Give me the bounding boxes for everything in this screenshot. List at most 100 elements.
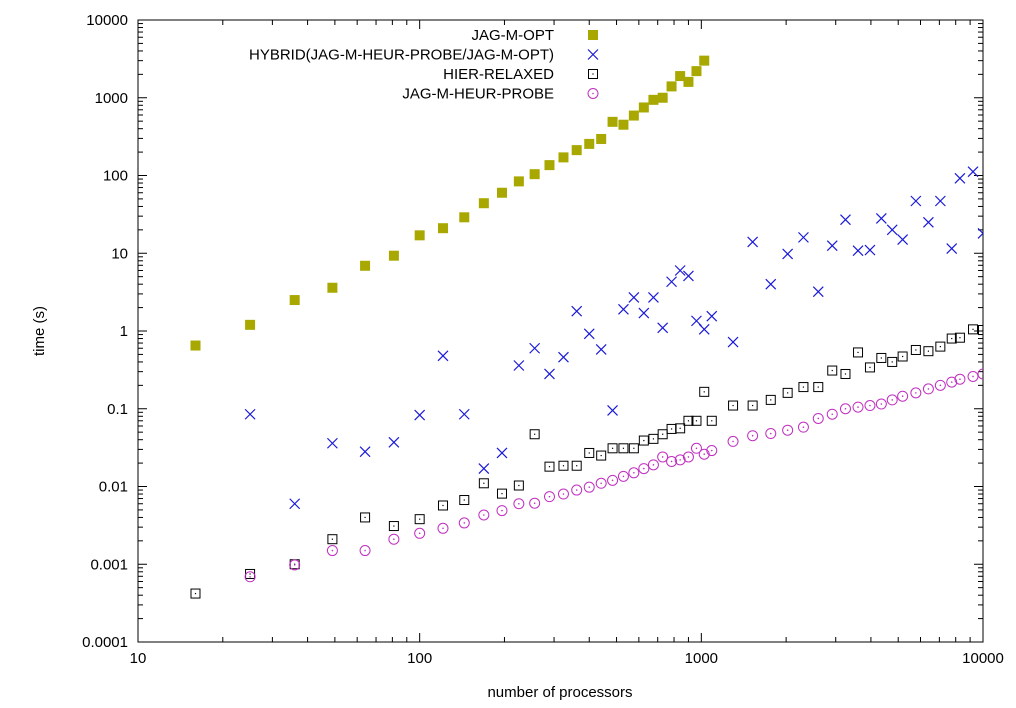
data-point — [922, 383, 934, 395]
data-point — [190, 588, 201, 599]
data-point — [414, 527, 426, 539]
y-tick-label: 10000 — [86, 12, 128, 29]
data-point — [747, 236, 759, 248]
data-point — [727, 336, 739, 348]
data-point — [852, 401, 864, 413]
y-tick-label: 100 — [103, 168, 128, 185]
data-point — [765, 428, 777, 440]
data-point — [628, 443, 639, 454]
data-point — [289, 498, 301, 510]
data-point — [934, 195, 946, 207]
legend-marker — [587, 49, 599, 60]
data-point — [977, 227, 983, 239]
data-point — [388, 250, 399, 261]
legend-item: JAG-M-OPT — [472, 27, 598, 44]
data-point — [765, 278, 777, 290]
data-point — [558, 351, 569, 363]
data-point — [496, 187, 507, 198]
legend-label: HYBRID(JAG-M-HEUR-PROBE/JAG-M-OPT) — [249, 47, 554, 64]
data-point — [388, 436, 400, 448]
data-point — [289, 559, 301, 571]
data-points — [190, 55, 983, 599]
data-point — [923, 346, 934, 357]
data-point — [675, 423, 686, 434]
data-point — [706, 310, 718, 322]
data-point — [826, 408, 838, 420]
data-point — [967, 166, 979, 178]
data-point — [682, 451, 694, 463]
legend-item: JAG-M-HEUR-PROBE — [402, 86, 599, 103]
data-point — [557, 488, 569, 500]
data-point — [897, 351, 908, 362]
data-point — [648, 433, 659, 444]
data-point — [388, 533, 400, 545]
data-point — [977, 368, 983, 380]
data-point — [910, 344, 921, 355]
data-point — [513, 360, 525, 371]
x-tick-labels: 10 100 1000 10000 — [130, 650, 1004, 667]
data-point — [513, 480, 524, 491]
data-point — [910, 387, 922, 399]
data-point — [558, 152, 569, 163]
data-point — [666, 423, 677, 434]
data-point — [583, 328, 595, 340]
data-point — [934, 379, 946, 391]
data-point — [638, 102, 649, 113]
data-point — [782, 248, 794, 260]
x-tick-label: 100 — [407, 650, 432, 667]
data-point — [691, 66, 702, 77]
data-point — [388, 521, 399, 532]
y-tick-label: 0.0001 — [82, 634, 128, 651]
data-point — [458, 517, 470, 529]
data-point — [414, 409, 426, 421]
series-3 — [244, 368, 983, 583]
data-point — [459, 212, 470, 223]
y-tick-label: 1000 — [95, 90, 128, 107]
data-point — [864, 244, 876, 256]
data-point — [657, 322, 669, 334]
data-point — [513, 176, 524, 187]
data-point — [326, 437, 338, 449]
data-point — [648, 292, 659, 303]
data-point — [812, 286, 824, 298]
data-point — [910, 195, 922, 207]
data-point — [437, 350, 449, 362]
data-point — [946, 243, 958, 254]
data-point — [437, 500, 448, 511]
legend: JAG-M-OPT HYBRID(JAG-M-HEUR-PROBE/JAG-M-O… — [249, 27, 599, 103]
data-point — [699, 386, 710, 397]
data-point — [571, 145, 582, 156]
y-tick-label: 0.001 — [90, 556, 128, 573]
data-point — [922, 216, 934, 228]
y-tick-label: 0.01 — [99, 479, 128, 496]
data-point — [628, 467, 640, 479]
data-point — [478, 509, 490, 521]
data-point — [617, 470, 629, 482]
data-point — [690, 442, 702, 454]
data-point — [628, 292, 640, 303]
data-point — [437, 522, 449, 534]
data-point — [244, 408, 256, 420]
data-point — [698, 323, 710, 335]
data-point — [595, 477, 607, 489]
data-point — [852, 245, 864, 257]
axis-ticks — [137, 19, 984, 643]
data-point — [607, 116, 618, 127]
x-axis-title: number of processors — [487, 684, 632, 701]
series-1 — [244, 166, 983, 510]
data-point — [544, 368, 555, 380]
data-point — [666, 276, 677, 288]
data-point — [245, 319, 256, 330]
data-point — [571, 460, 582, 471]
data-point — [978, 325, 983, 336]
data-point — [886, 224, 898, 236]
data-point — [698, 448, 710, 460]
data-point — [543, 491, 555, 503]
data-point — [478, 198, 489, 209]
data-point — [544, 461, 555, 472]
data-point — [691, 415, 702, 426]
data-point — [618, 303, 629, 315]
data-point — [675, 71, 686, 82]
data-point — [359, 545, 371, 557]
data-point — [558, 460, 569, 471]
